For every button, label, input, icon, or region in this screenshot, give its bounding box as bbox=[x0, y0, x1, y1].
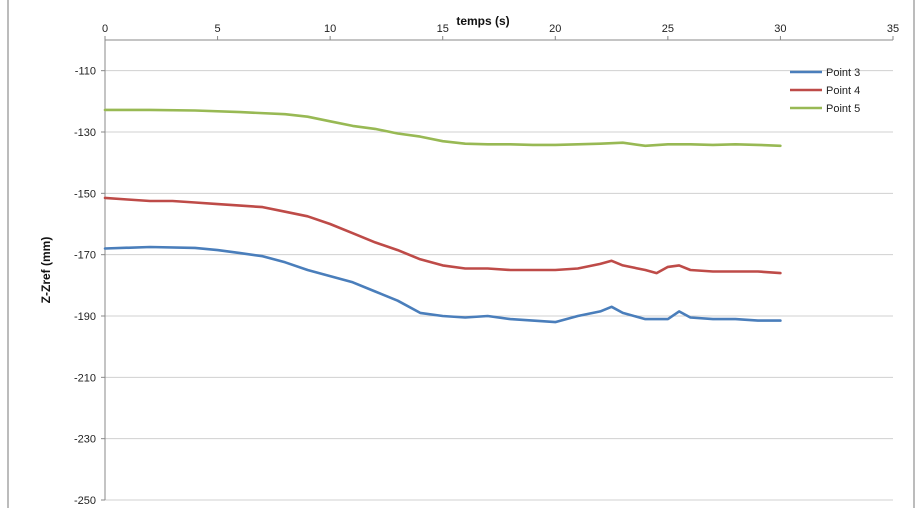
x-axis-title: temps (s) bbox=[456, 14, 509, 28]
legend-label: Point 3 bbox=[826, 67, 860, 79]
y-tick-label: -150 bbox=[74, 188, 96, 200]
series-line-point-3 bbox=[103, 245, 782, 324]
y-tick-label: -110 bbox=[75, 66, 96, 78]
x-tick-label: 0 bbox=[102, 23, 108, 35]
x-tick-label: 20 bbox=[549, 23, 561, 35]
x-tick-label: 10 bbox=[324, 23, 336, 35]
x-tick-label: 25 bbox=[662, 23, 674, 35]
y-tick-label: -170 bbox=[74, 250, 96, 262]
x-tick-label: 15 bbox=[437, 23, 449, 35]
series-line-point-4 bbox=[103, 196, 782, 275]
legend: Point 3 Point 4 Point 5 bbox=[790, 67, 860, 115]
x-tick-label: 5 bbox=[215, 23, 221, 35]
y-tick-label: -230 bbox=[74, 434, 96, 446]
legend-label: Point 4 bbox=[826, 85, 860, 97]
x-tick-labels: 0 5 10 15 20 25 30 35 bbox=[102, 23, 899, 35]
axes bbox=[101, 36, 894, 501]
y-tick-label: -130 bbox=[74, 127, 96, 139]
y-tick-labels: -110 -130 -150 -170 -190 -210 -230 -250 bbox=[74, 66, 96, 507]
y-axis-title: Z-Zref (mm) bbox=[39, 237, 53, 304]
series-line-point-5 bbox=[103, 108, 782, 148]
y-tick-label: -210 bbox=[74, 372, 96, 384]
y-tick-label: -190 bbox=[74, 311, 96, 323]
y-tick-label: -250 bbox=[74, 495, 96, 507]
x-tick-label: 35 bbox=[887, 23, 899, 35]
x-tick-label: 30 bbox=[774, 23, 786, 35]
legend-label: Point 5 bbox=[826, 103, 860, 115]
gridlines bbox=[105, 70, 893, 501]
plot-series bbox=[103, 108, 782, 324]
